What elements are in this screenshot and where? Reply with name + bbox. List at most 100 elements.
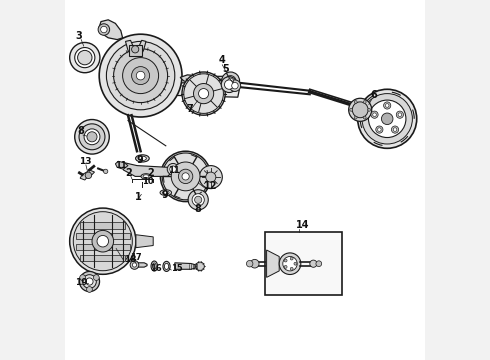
Circle shape (250, 260, 259, 268)
Circle shape (384, 102, 391, 109)
Circle shape (77, 50, 92, 65)
Text: 19: 19 (75, 278, 88, 287)
Bar (129, 45, 142, 56)
Text: 11: 11 (115, 162, 126, 171)
Circle shape (98, 24, 110, 35)
Circle shape (284, 259, 287, 262)
Polygon shape (137, 40, 146, 56)
Circle shape (106, 41, 175, 110)
Bar (80, 222, 125, 229)
Ellipse shape (136, 155, 149, 162)
Circle shape (171, 162, 200, 191)
Circle shape (87, 132, 97, 142)
Bar (80, 255, 125, 261)
Circle shape (122, 58, 159, 94)
Text: 12: 12 (204, 181, 217, 192)
Circle shape (349, 98, 372, 121)
Polygon shape (112, 83, 240, 97)
Circle shape (74, 212, 132, 271)
Text: 6: 6 (370, 90, 377, 100)
Text: 5: 5 (222, 64, 229, 74)
Circle shape (103, 169, 108, 174)
Circle shape (84, 129, 100, 145)
Bar (76, 233, 130, 239)
Circle shape (354, 116, 357, 119)
Text: 3: 3 (75, 31, 82, 41)
Circle shape (381, 113, 393, 125)
Circle shape (92, 230, 114, 252)
Circle shape (350, 108, 353, 111)
Text: 7: 7 (186, 104, 193, 114)
Circle shape (371, 111, 378, 118)
Polygon shape (123, 163, 171, 176)
Text: 1: 1 (135, 192, 142, 202)
Circle shape (290, 267, 293, 270)
Ellipse shape (141, 174, 151, 179)
Ellipse shape (164, 264, 169, 269)
Circle shape (194, 84, 214, 104)
Text: 18: 18 (124, 255, 137, 264)
Circle shape (74, 48, 95, 68)
Text: 11: 11 (169, 166, 180, 175)
Text: 14: 14 (296, 220, 309, 230)
Circle shape (79, 271, 99, 292)
Circle shape (316, 261, 321, 266)
Circle shape (232, 82, 238, 89)
Circle shape (136, 71, 145, 80)
Circle shape (352, 102, 368, 118)
Bar (76, 244, 130, 250)
Circle shape (376, 126, 383, 133)
Polygon shape (99, 20, 122, 40)
Ellipse shape (163, 191, 169, 194)
Text: 2: 2 (125, 168, 132, 179)
Text: 10: 10 (142, 177, 153, 186)
Circle shape (283, 257, 297, 271)
Circle shape (358, 89, 416, 148)
Circle shape (74, 120, 109, 154)
Circle shape (294, 262, 297, 265)
Circle shape (70, 208, 136, 274)
Circle shape (100, 26, 107, 33)
Circle shape (70, 42, 100, 73)
Ellipse shape (143, 175, 149, 178)
Circle shape (206, 172, 216, 182)
Circle shape (132, 46, 139, 53)
Circle shape (94, 275, 99, 280)
Circle shape (393, 128, 397, 131)
Circle shape (290, 257, 293, 260)
Ellipse shape (163, 261, 170, 271)
Circle shape (182, 72, 225, 115)
Circle shape (192, 194, 204, 206)
Circle shape (196, 262, 204, 271)
Circle shape (354, 100, 357, 103)
Circle shape (167, 163, 179, 175)
Circle shape (114, 49, 168, 103)
Polygon shape (134, 263, 147, 267)
Text: 15: 15 (171, 265, 183, 274)
Text: 9: 9 (136, 155, 143, 165)
Circle shape (362, 94, 413, 144)
Circle shape (199, 166, 222, 189)
Circle shape (368, 108, 370, 111)
Polygon shape (116, 161, 128, 169)
Circle shape (368, 100, 406, 138)
Circle shape (80, 275, 85, 280)
Circle shape (195, 196, 202, 203)
Circle shape (188, 190, 208, 210)
Text: 8: 8 (77, 126, 84, 136)
Circle shape (132, 67, 149, 85)
Circle shape (279, 253, 301, 275)
Circle shape (246, 261, 253, 267)
Circle shape (284, 265, 287, 268)
Circle shape (97, 235, 109, 247)
Circle shape (87, 287, 92, 292)
Circle shape (198, 89, 209, 99)
Circle shape (225, 76, 236, 86)
Text: 16: 16 (150, 265, 162, 274)
Polygon shape (175, 263, 198, 269)
Text: 9: 9 (161, 190, 168, 200)
Circle shape (363, 116, 366, 119)
Text: 2: 2 (147, 168, 154, 179)
Text: 13: 13 (79, 157, 91, 166)
Polygon shape (80, 170, 95, 180)
